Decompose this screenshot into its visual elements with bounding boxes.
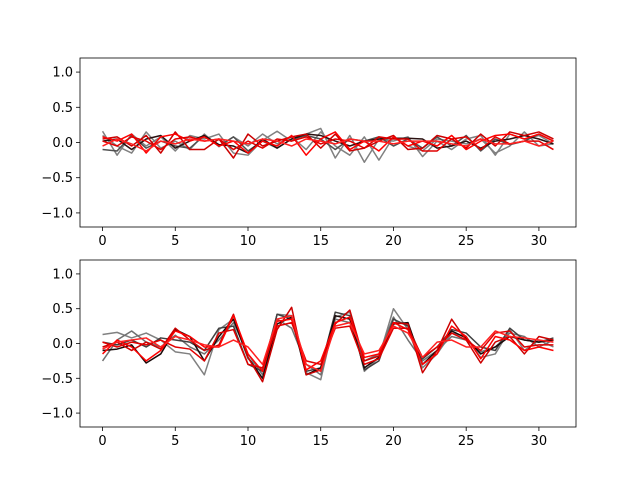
bottom-subplot: 0 5 10 15 20 25 30 −1.0 −0.5 0.0 0.5 1.0 xyxy=(41,259,577,449)
bottom-x-tick-label: 0 xyxy=(98,434,106,449)
bottom-y-tick-label: 0.0 xyxy=(52,337,73,352)
top-y-tick-label: 0.0 xyxy=(52,136,73,151)
top-x-tick-label: 25 xyxy=(458,234,475,249)
bottom-y-tick-label: −1.0 xyxy=(41,407,73,422)
top-y-tick-label: 0.5 xyxy=(52,101,73,116)
bottom-y-tick-label: 0.5 xyxy=(52,302,73,317)
top-subplot: 0 5 10 15 20 25 30 −1.0 −0.5 0.0 0.5 1.0 xyxy=(41,57,577,249)
bottom-series-line-8 xyxy=(102,314,554,373)
bottom-x-tick-label: 5 xyxy=(171,434,179,449)
top-series-line-6 xyxy=(102,131,554,156)
top-y-tick-label: 1.0 xyxy=(52,66,73,81)
top-x-tick-label: 30 xyxy=(531,234,548,249)
top-x-tick-label: 10 xyxy=(240,234,257,249)
bottom-x-tick-label: 25 xyxy=(458,434,475,449)
top-x-tick-label: 20 xyxy=(385,234,402,249)
top-x-tick-label: 15 xyxy=(312,234,329,249)
top-y-tick-label: −1.0 xyxy=(41,206,73,221)
bottom-y-tick-label: −0.5 xyxy=(41,372,73,387)
top-x-tick-label: 5 xyxy=(171,234,179,249)
bottom-y-tick-label: 1.0 xyxy=(52,267,73,282)
top-x-tick-label: 0 xyxy=(98,234,106,249)
bottom-x-tick-label: 15 xyxy=(312,434,329,449)
bottom-x-tick-label: 30 xyxy=(531,434,548,449)
bottom-series-line-6 xyxy=(102,314,554,373)
bottom-x-tick-label: 10 xyxy=(240,434,257,449)
top-y-tick-label: −0.5 xyxy=(41,171,73,186)
bottom-x-tick-label: 20 xyxy=(385,434,402,449)
top-series-line-7 xyxy=(102,136,554,152)
top-series-line-8 xyxy=(102,138,554,152)
